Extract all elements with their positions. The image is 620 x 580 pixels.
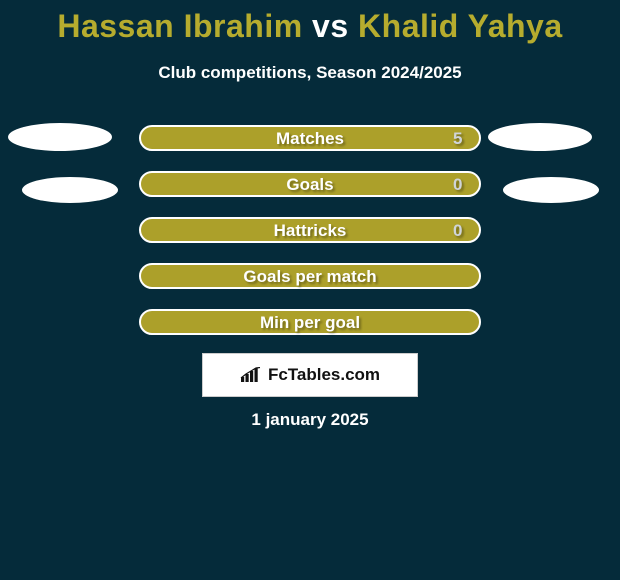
- chart-icon: [240, 367, 262, 383]
- stat-bar: [139, 171, 481, 197]
- stat-bar: [139, 309, 481, 335]
- brand-box: FcTables.com: [202, 353, 418, 397]
- decorative-ellipse: [8, 123, 112, 151]
- date-footer: 1 january 2025: [0, 410, 620, 430]
- decorative-ellipse: [488, 123, 592, 151]
- decorative-ellipse: [22, 177, 118, 203]
- decorative-ellipse: [503, 177, 599, 203]
- subtitle: Club competitions, Season 2024/2025: [0, 63, 620, 83]
- brand-text: FcTables.com: [268, 365, 380, 385]
- stat-bar: [139, 125, 481, 151]
- page-title: Hassan Ibrahim vs Khalid Yahya: [0, 8, 620, 45]
- title-player1: Hassan Ibrahim: [57, 8, 302, 44]
- comparison-canvas: Hassan Ibrahim vs Khalid Yahya Club comp…: [0, 0, 620, 580]
- stat-bar: [139, 217, 481, 243]
- title-vs: vs: [303, 8, 358, 44]
- stat-bar: [139, 263, 481, 289]
- title-player2: Khalid Yahya: [358, 8, 563, 44]
